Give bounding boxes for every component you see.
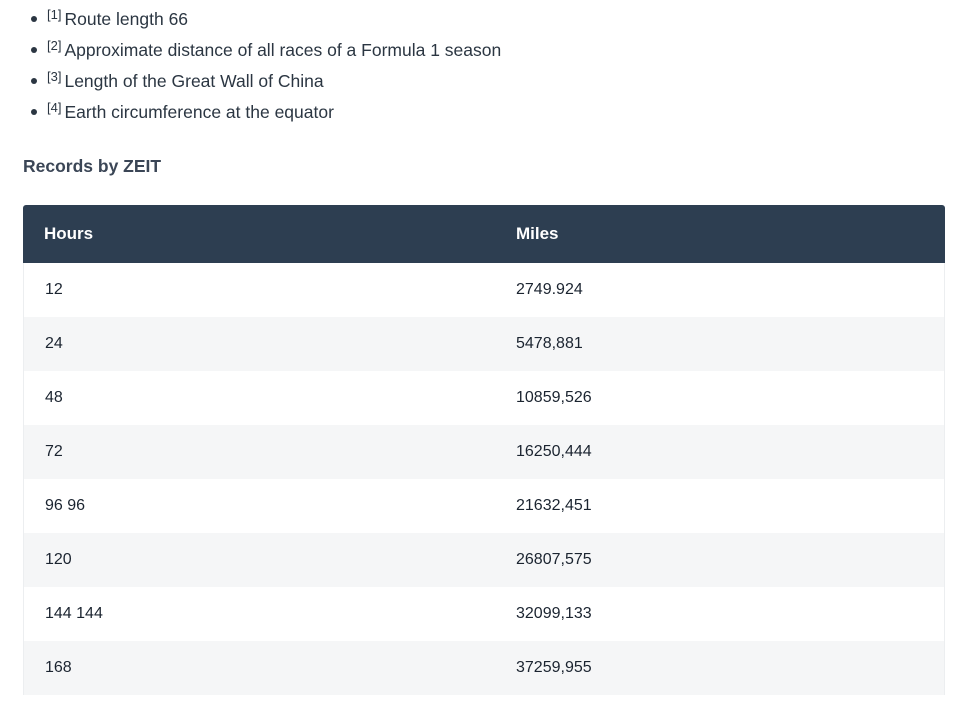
table-row: 120 26807,575 <box>23 533 945 587</box>
footnote-text: Route length 66 <box>64 9 189 29</box>
footnote-text: Earth circumference at the equator <box>64 102 334 122</box>
footnote-ref: [3] <box>47 69 62 84</box>
hours-cell: 168 <box>23 641 495 695</box>
table-header: Hours Miles <box>23 205 945 263</box>
records-table: Hours Miles 12 2749.924 24 5478,881 48 1… <box>23 205 945 695</box>
footnote-ref: [2] <box>47 38 62 53</box>
table-row: 96 96 21632,451 <box>23 479 945 533</box>
footnote-ref: [4] <box>47 100 62 115</box>
hours-cell: 96 96 <box>23 479 495 533</box>
column-header-hours: Hours <box>23 205 495 263</box>
footnote-text: Approximate distance of all races of a F… <box>64 40 502 60</box>
table-row: 24 5478,881 <box>23 317 945 371</box>
table-row: 48 10859,526 <box>23 371 945 425</box>
footnote-item: [3] Length of the Great Wall of China <box>31 66 324 97</box>
hours-cell: 144 144 <box>23 587 495 641</box>
table-body: 12 2749.924 24 5478,881 48 10859,526 72 … <box>23 263 945 695</box>
hours-cell: 12 <box>23 263 495 317</box>
table-row: 12 2749.924 <box>23 263 945 317</box>
miles-cell: 21632,451 <box>495 479 945 533</box>
table-row: 144 144 32099,133 <box>23 587 945 641</box>
footnote-item: [2] Approximate distance of all races of … <box>31 35 501 66</box>
table-row: 168 37259,955 <box>23 641 945 695</box>
footnote-ref: [1] <box>47 7 62 22</box>
column-header-miles: Miles <box>495 205 945 263</box>
hours-cell: 24 <box>23 317 495 371</box>
miles-cell: 32099,133 <box>495 587 945 641</box>
miles-cell: 16250,444 <box>495 425 945 479</box>
bullet-icon <box>31 109 37 116</box>
miles-cell: 5478,881 <box>495 317 945 371</box>
bullet-icon <box>31 16 37 23</box>
footnote-text: Length of the Great Wall of China <box>64 71 324 91</box>
footnote-item: [1] Route length 66 <box>31 4 188 35</box>
hours-cell: 48 <box>23 371 495 425</box>
records-heading: Records by ZEIT <box>23 156 162 176</box>
miles-cell: 26807,575 <box>495 533 945 587</box>
hours-cell: 120 <box>23 533 495 587</box>
footnote-item: [4] Earth circumference at the equator <box>31 97 334 128</box>
records-table-container: Hours Miles 12 2749.924 24 5478,881 48 1… <box>23 205 945 695</box>
miles-cell: 37259,955 <box>495 641 945 695</box>
hours-cell: 72 <box>23 425 495 479</box>
table-header-row: Hours Miles <box>23 205 945 263</box>
bullet-icon <box>31 47 37 54</box>
bullet-icon <box>31 78 37 85</box>
miles-cell: 10859,526 <box>495 371 945 425</box>
miles-cell: 2749.924 <box>495 263 945 317</box>
table-row: 72 16250,444 <box>23 425 945 479</box>
